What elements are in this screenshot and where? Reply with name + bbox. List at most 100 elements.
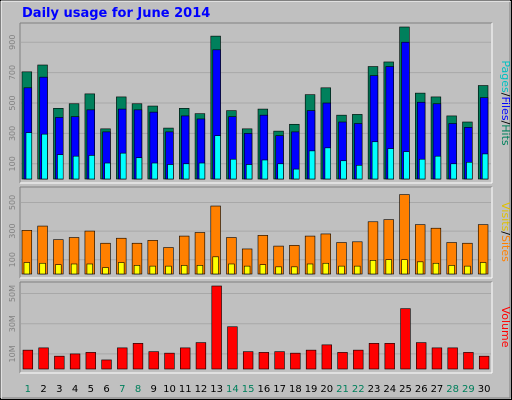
y-tick-label: 100 [8,252,17,267]
bar-volume-day-5 [85,352,96,370]
x-tick-label: 17 [273,384,286,395]
bar-volume-day-12 [195,342,207,370]
x-tick-label: 8 [135,384,141,395]
bar-sites-day-17 [275,266,282,275]
x-tick-label: 5 [88,384,94,395]
bar-volume-day-21 [337,352,348,370]
x-tick-label: 1 [25,384,31,395]
panel-visits-sites: 100 300 500 Visits/Sites [8,186,512,279]
bar-pages-day-2 [41,133,48,180]
bar-sites-day-25 [401,259,408,275]
side-label-part: / [499,231,512,235]
side-label-part: Sites [499,235,512,262]
bar-pages-day-13 [214,135,221,180]
bar-volume-day-30 [478,355,490,370]
bar-sites-day-14 [228,263,235,275]
bar-volume-day-23 [368,343,380,370]
x-tick-label: 25 [399,384,412,395]
bar-pages-day-16 [261,159,269,180]
side-label-part: Files [499,96,512,120]
bar-volume-day-27 [431,347,443,370]
bar-pages-day-30 [481,153,489,180]
bar-sites-day-15 [243,265,251,275]
y-tick-label: 500 [8,195,17,210]
x-tick-label: 2 [40,384,46,395]
x-tick-label: 6 [103,384,109,395]
bar-pages-day-5 [88,155,95,180]
bar-sites-day-23 [369,260,377,275]
bar-volume-day-26 [416,342,427,370]
bar-volume-day-11 [180,347,191,370]
bar-volume-day-28 [447,347,458,370]
x-tick-label: 21 [336,384,349,395]
bar-sites-day-8 [133,265,141,275]
bar-volume-day-10 [164,352,175,370]
bar-volume-day-19 [305,349,317,370]
chart-title: Daily usage for June 2014 [22,6,210,21]
side-label-hits-files-pages: Pages/Files/Hits [499,60,512,146]
bar-volume-day-18 [290,352,301,370]
x-tick-label: 11 [179,384,192,395]
bar-sites-day-19 [306,263,314,275]
bar-sites-day-28 [448,265,455,275]
bar-volume-day-16 [258,352,270,370]
x-tick-label: 29 [462,384,475,395]
bar-pages-day-20 [324,147,331,180]
bar-volume-day-15 [242,351,254,370]
bar-pages-day-21 [340,160,347,180]
bar-sites-day-4 [70,263,78,275]
bar-sites-day-11 [181,265,188,275]
x-tick-label: 7 [119,384,125,395]
bar-volume-day-3 [54,355,65,370]
x-tick-label: 13 [210,384,223,395]
bar-sites-day-27 [432,262,440,275]
bar-pages-day-28 [450,163,457,180]
bar-pages-day-15 [245,164,253,180]
bar-volume-day-25 [400,308,411,370]
x-tick-label: 23 [368,384,381,395]
bar-volume-day-8 [132,343,144,370]
bar-sites-day-9 [149,265,156,275]
panel-volume: 10M 30M 50M Volume [8,281,512,374]
bar-sites-day-22 [354,265,361,275]
bar-pages-day-4 [72,155,80,180]
bar-volume-day-17 [274,351,285,370]
y-tick-label: 700 [8,65,17,80]
bar-volume-day-13 [211,285,222,370]
bar-sites-day-6 [102,267,109,275]
y-tick-label: 50M [8,285,17,302]
bar-pages-day-12 [198,162,206,180]
bar-sites-day-5 [86,263,93,275]
x-tick-label: 26 [415,384,428,395]
x-tick-label: 9 [151,384,157,395]
side-label-part: / [499,93,512,97]
bar-sites-day-1 [23,262,31,275]
bar-sites-day-13 [212,256,219,275]
side-label-visits-sites: Visits/Sites [499,202,512,262]
y-tick-label: 500 [8,95,17,110]
x-tick-label: 24 [383,384,396,395]
side-label-part: Pages [499,60,512,93]
x-tick-label: 10 [163,384,176,395]
x-tick-label: 12 [195,384,208,395]
x-tick-label: 3 [56,384,62,395]
bar-pages-day-22 [356,165,363,180]
y-tick-label: 300 [8,126,17,141]
bar-pages-day-1 [25,132,33,180]
bar-sites-day-26 [417,261,424,275]
plot-area [20,282,492,373]
side-label-part: Volume [499,307,512,348]
bar-sites-day-18 [291,266,298,275]
bar-pages-day-18 [293,168,300,180]
x-tick-label: 22 [352,384,365,395]
bar-volume-day-14 [227,326,238,370]
x-tick-label: 4 [72,384,78,395]
y-tick-label: 10M [8,345,17,362]
bar-pages-day-25 [403,151,410,180]
side-label-part: / [499,121,512,125]
y-tick-label: 30M [8,315,17,332]
bar-volume-day-1 [22,349,34,370]
bar-pages-day-29 [466,161,473,180]
